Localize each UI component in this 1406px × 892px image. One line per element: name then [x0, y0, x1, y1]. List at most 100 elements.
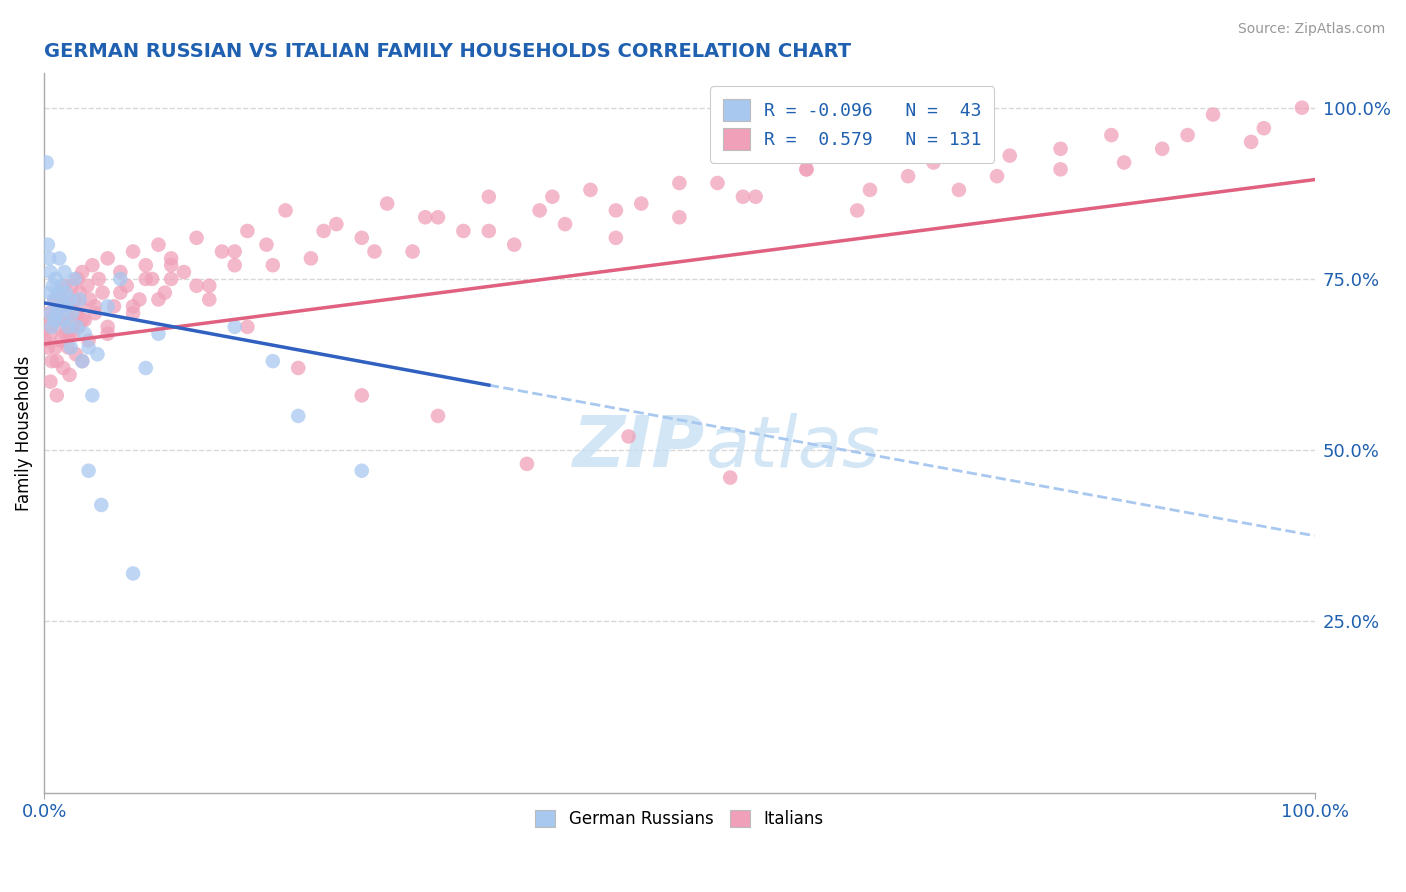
Point — [186, 278, 208, 293]
Point — [52, 313, 75, 327]
Point — [256, 237, 278, 252]
Point — [325, 217, 347, 231]
Point — [948, 183, 970, 197]
Point — [67, 319, 90, 334]
Point — [115, 278, 138, 293]
Text: atlas: atlas — [704, 413, 879, 482]
Point — [148, 293, 170, 307]
Point — [122, 299, 145, 313]
Point — [53, 278, 76, 293]
Point — [97, 326, 120, 341]
Point — [60, 278, 83, 293]
Point — [375, 196, 398, 211]
Point — [478, 224, 501, 238]
Point — [38, 252, 60, 266]
Point — [39, 326, 62, 341]
Point — [998, 148, 1021, 162]
Point — [744, 190, 766, 204]
Point — [66, 319, 89, 334]
Point — [541, 190, 564, 204]
Point — [224, 319, 246, 334]
Point — [529, 203, 551, 218]
Point — [668, 211, 690, 225]
Point — [70, 299, 93, 313]
Point — [859, 183, 882, 197]
Point — [37, 237, 59, 252]
Point — [363, 244, 385, 259]
Point — [160, 272, 183, 286]
Point — [70, 354, 93, 368]
Point — [401, 244, 423, 259]
Point — [274, 203, 297, 218]
Point — [986, 169, 1008, 184]
Point — [55, 326, 77, 341]
Point — [554, 217, 576, 231]
Point — [51, 299, 73, 313]
Point — [79, 293, 101, 307]
Point — [350, 388, 373, 402]
Point — [45, 388, 67, 402]
Point — [58, 326, 80, 341]
Point — [90, 498, 112, 512]
Point — [39, 265, 62, 279]
Point — [48, 252, 70, 266]
Point — [62, 326, 84, 341]
Point — [796, 162, 818, 177]
Point — [122, 566, 145, 581]
Point — [262, 354, 284, 368]
Point — [1177, 128, 1199, 142]
Point — [49, 299, 72, 313]
Point — [70, 354, 93, 368]
Point — [897, 169, 920, 184]
Point — [605, 203, 627, 218]
Point — [46, 319, 69, 334]
Point — [51, 278, 73, 293]
Point — [173, 265, 195, 279]
Text: ZIP: ZIP — [572, 413, 704, 482]
Legend: German Russians, Italians: German Russians, Italians — [529, 803, 830, 835]
Point — [110, 265, 132, 279]
Point — [224, 244, 246, 259]
Point — [97, 252, 120, 266]
Point — [516, 457, 538, 471]
Point — [1049, 162, 1071, 177]
Point — [65, 347, 87, 361]
Point — [73, 326, 96, 341]
Point — [70, 265, 93, 279]
Point — [312, 224, 335, 238]
Point — [122, 244, 145, 259]
Text: GERMAN RUSSIAN VS ITALIAN FAMILY HOUSEHOLDS CORRELATION CHART: GERMAN RUSSIAN VS ITALIAN FAMILY HOUSEHO… — [44, 42, 851, 61]
Point — [77, 340, 100, 354]
Point — [48, 285, 70, 300]
Point — [91, 285, 114, 300]
Point — [49, 334, 72, 348]
Point — [160, 252, 183, 266]
Point — [63, 293, 86, 307]
Point — [45, 306, 67, 320]
Point — [59, 340, 82, 354]
Point — [128, 293, 150, 307]
Point — [153, 285, 176, 300]
Point — [236, 224, 259, 238]
Point — [52, 313, 75, 327]
Point — [63, 272, 86, 286]
Point — [69, 285, 91, 300]
Y-axis label: Family Households: Family Households — [15, 355, 32, 511]
Point — [58, 340, 80, 354]
Point — [52, 361, 75, 376]
Point — [87, 272, 110, 286]
Point — [1253, 121, 1275, 136]
Point — [42, 278, 65, 293]
Point — [35, 155, 58, 169]
Point — [39, 375, 62, 389]
Point — [135, 361, 157, 376]
Point — [82, 258, 104, 272]
Point — [148, 326, 170, 341]
Point — [42, 313, 65, 327]
Point — [668, 176, 690, 190]
Point — [35, 319, 58, 334]
Point — [56, 293, 79, 307]
Point — [287, 361, 309, 376]
Point — [478, 190, 501, 204]
Point — [796, 162, 818, 177]
